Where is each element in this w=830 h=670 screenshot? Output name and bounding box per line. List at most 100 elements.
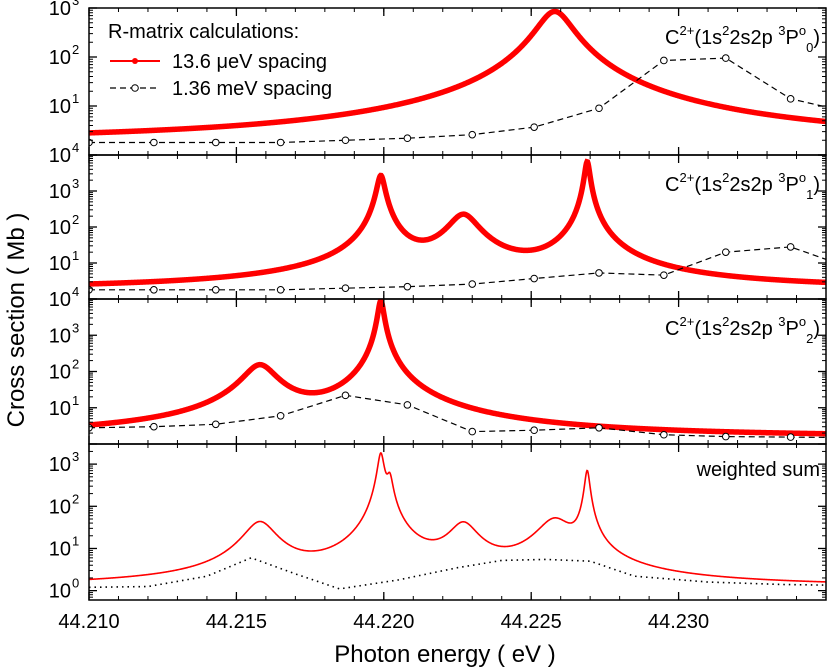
series-fine-point	[367, 210, 372, 216]
y-tick-label: 10	[49, 217, 71, 239]
y-tick-exponent: 3	[72, 0, 79, 8]
y-tick-label: 10	[49, 496, 71, 518]
y-tick-label: 10	[49, 398, 71, 420]
y-tick-exponent: 2	[72, 42, 79, 57]
series-coarse-point	[595, 104, 603, 113]
series-coarse-point	[721, 54, 730, 62]
series-coarse-point	[150, 422, 158, 431]
legend-title: R-matrix calculations:	[108, 21, 299, 43]
series-sum-coarse-line	[89, 556, 826, 590]
y-tick-label: 10	[49, 47, 71, 69]
series-coarse-point	[786, 243, 795, 251]
series-coarse-point	[341, 136, 350, 145]
series-coarse-point	[786, 95, 795, 103]
series-fine-point	[370, 201, 375, 207]
series-sum-line	[89, 452, 826, 583]
y-tick-exponent: 4	[72, 140, 79, 155]
x-tick-label: 44.215	[206, 611, 267, 633]
panel-label: weighted sum	[696, 459, 820, 481]
panel-4-curves	[89, 452, 826, 590]
series-fine-point	[371, 196, 377, 202]
panel-1-curves	[89, 8, 826, 147]
series-coarse-line	[89, 246, 826, 291]
series-coarse-point	[89, 138, 93, 147]
series-coarse-point	[276, 411, 285, 420]
series-coarse-point	[276, 286, 285, 294]
series-coarse-point	[595, 423, 603, 432]
y-tick-label: 10	[49, 96, 71, 118]
panel-3-curves	[89, 299, 826, 441]
series-fine-point	[669, 91, 674, 96]
y-tick-label: 10	[49, 362, 71, 384]
series-coarse-point	[150, 286, 158, 294]
panel-label: C2+(1s22s2p 3Po2)	[665, 314, 820, 346]
series-fine-point	[368, 206, 374, 212]
series-coarse-point	[530, 426, 538, 435]
legend: R-matrix calculations: 13.6 μeV spacing 1.…	[108, 21, 332, 100]
x-tick-label: 44.210	[58, 611, 119, 633]
series-coarse-point	[660, 430, 668, 439]
series-coarse-point	[468, 280, 477, 288]
series-coarse-point	[530, 274, 538, 283]
series-fine-point	[375, 183, 380, 189]
y-tick-exponent: 1	[72, 533, 79, 548]
panel-frame	[88, 443, 827, 601]
series-coarse-point	[211, 286, 220, 294]
panel-label: C2+(1s22s2p 3Po0)	[665, 23, 820, 55]
series-fine-point	[389, 209, 395, 214]
y-tick-exponent: 0	[72, 576, 79, 591]
series-coarse-point	[403, 401, 412, 409]
y-tick-exponent: 1	[72, 248, 79, 263]
y-tick-label: 10	[49, 325, 71, 347]
series-coarse-point	[595, 269, 603, 277]
x-tick-label: 44.225	[501, 611, 562, 633]
x-axis-title: Photon energy ( eV )	[334, 641, 555, 668]
legend-fine-label: 13.6 μeV spacing	[172, 51, 327, 73]
y-tick-exponent: 4	[72, 284, 79, 299]
series-coarse-point	[211, 138, 220, 147]
y-tick-label: 10	[49, 454, 71, 476]
series-coarse-point	[341, 391, 350, 400]
series-coarse-point	[403, 282, 412, 291]
y-tick-exponent: 2	[72, 212, 79, 227]
y-tick-label: 10	[49, 253, 71, 275]
series-coarse-point	[660, 56, 668, 65]
series-fine-point	[601, 220, 607, 226]
y-tick-exponent: 3	[72, 449, 79, 464]
legend-coarse-label: 1.36 meV spacing	[172, 78, 332, 100]
series-coarse-point	[341, 284, 350, 292]
series-fine-point	[387, 205, 393, 210]
x-tick-label: 44.220	[353, 611, 414, 633]
series-coarse-point	[468, 130, 477, 139]
y-tick-label: 10	[49, 0, 71, 20]
y-tick-exponent: 3	[72, 320, 79, 335]
series-fine-point	[365, 214, 371, 219]
x-tick-label: 44.230	[648, 611, 709, 633]
series-fine-point	[373, 190, 379, 195]
y-axis-title: Cross section ( Mb )	[3, 213, 30, 428]
panel-label: C2+(1s22s2p 3Po1)	[665, 170, 820, 202]
series-fine-point	[379, 175, 385, 180]
series-fine-point	[384, 194, 390, 200]
series-fine-point	[383, 188, 388, 193]
x-axis: 44.210 44.215 44.220 44.225 44.230	[58, 611, 709, 633]
y-tick-label: 10	[49, 289, 71, 311]
series-fine-point	[386, 200, 391, 205]
y-tick-label: 10	[49, 145, 71, 167]
y-tick-exponent: 2	[72, 357, 79, 372]
series-fine-point	[381, 181, 387, 186]
y-tick-exponent: 1	[72, 91, 79, 106]
series-coarse-point	[150, 138, 158, 147]
series-coarse-point	[721, 432, 730, 441]
y-tick-exponent: 3	[72, 176, 79, 191]
y-tick-exponent: 1	[72, 393, 79, 408]
series-coarse-point	[276, 138, 285, 147]
series-fine-point	[556, 234, 562, 240]
series-coarse-point	[530, 123, 538, 131]
series-coarse-point	[211, 420, 220, 429]
